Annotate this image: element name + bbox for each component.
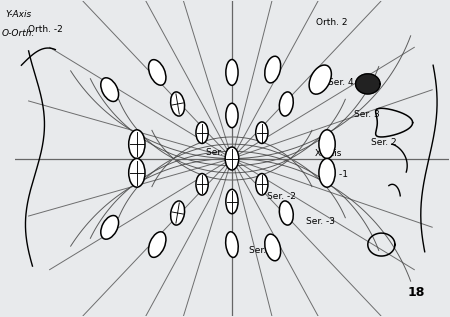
Text: Ser. -2: Ser. -2 (267, 192, 296, 201)
Ellipse shape (101, 216, 119, 239)
Text: Y-Axis: Y-Axis (5, 10, 31, 19)
Ellipse shape (226, 189, 238, 214)
Text: Ser. 2: Ser. 2 (371, 138, 397, 147)
Ellipse shape (256, 122, 268, 143)
Ellipse shape (171, 92, 184, 116)
Ellipse shape (279, 201, 293, 225)
Text: Orth. 2: Orth. 2 (316, 18, 348, 27)
Ellipse shape (319, 130, 335, 158)
Ellipse shape (101, 78, 119, 101)
Text: Ser. -4: Ser. -4 (249, 246, 278, 255)
Ellipse shape (309, 65, 331, 94)
Text: O-Orth.: O-Orth. (1, 29, 35, 38)
Ellipse shape (226, 103, 238, 128)
Ellipse shape (225, 147, 239, 170)
Ellipse shape (129, 130, 145, 158)
Ellipse shape (265, 234, 281, 261)
Ellipse shape (256, 174, 268, 195)
Ellipse shape (279, 92, 293, 116)
Ellipse shape (319, 158, 335, 187)
Ellipse shape (226, 60, 238, 85)
Text: Ser. -1: Ser. -1 (319, 170, 348, 179)
Text: Ser. 1: Ser. 1 (206, 148, 232, 157)
Text: Ser. -3: Ser. -3 (306, 217, 335, 226)
Polygon shape (356, 74, 380, 94)
Ellipse shape (196, 122, 208, 143)
Text: Orth. -2: Orth. -2 (28, 25, 63, 34)
Text: X-Axis: X-Axis (315, 149, 342, 158)
Ellipse shape (171, 201, 184, 225)
Ellipse shape (148, 60, 166, 85)
Text: Ser. 4: Ser. 4 (328, 78, 353, 87)
Ellipse shape (129, 158, 145, 187)
Ellipse shape (148, 232, 166, 257)
Ellipse shape (225, 232, 238, 257)
Ellipse shape (196, 174, 208, 195)
Text: Ser. 3: Ser. 3 (354, 110, 379, 119)
Text: 18: 18 (408, 286, 425, 299)
Ellipse shape (265, 56, 281, 83)
